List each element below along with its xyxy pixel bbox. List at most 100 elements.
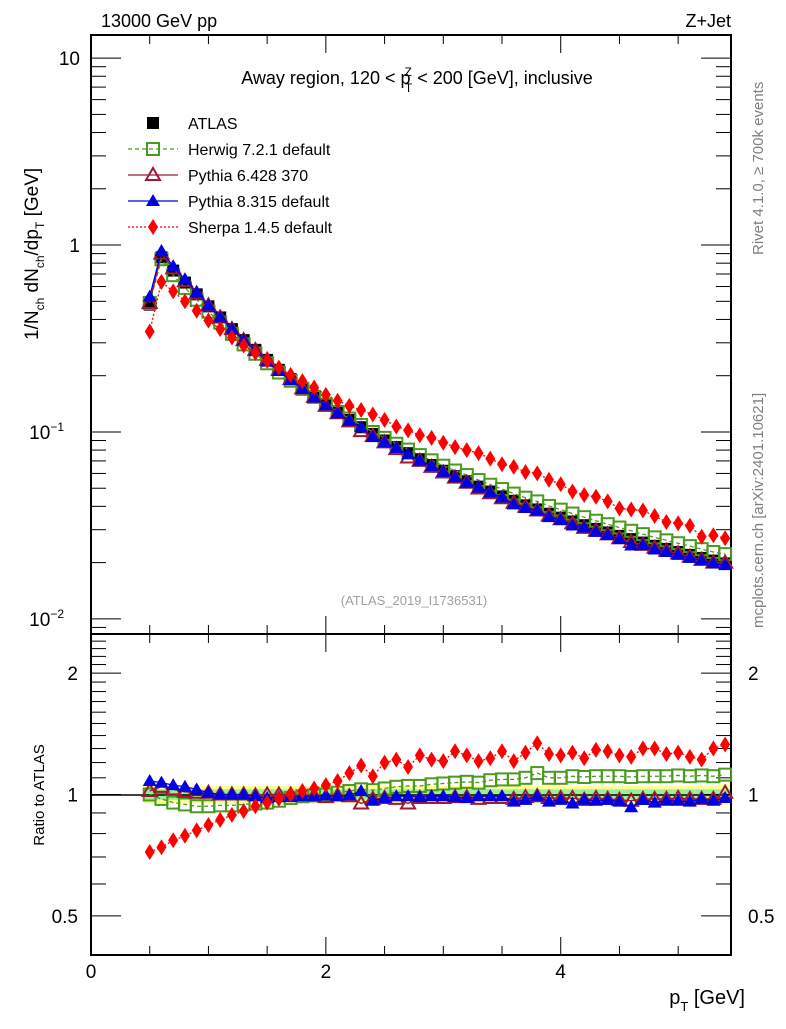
ratio-y-tick-label-right: 1 [748, 786, 759, 807]
ratio-point-pythia-8-315-default [588, 793, 603, 806]
ratio-y-axis-label: Ratio to ATLAS [31, 744, 48, 845]
main-point-sherpa-1-4-5-default [438, 434, 449, 451]
main-point-pythia-8-315-default [177, 272, 192, 285]
ratio-point-pythia-8-315-default [553, 792, 568, 805]
main-point-sherpa-1-4-5-default [144, 323, 155, 340]
main-point-sherpa-1-4-5-default [602, 493, 613, 510]
plot-title-pre: Away region, 120 < p [241, 68, 410, 88]
plot-title-sup: Z [405, 65, 412, 79]
ratio-point-pythia-8-315-default [694, 791, 709, 804]
ratio-point-pythia-8-315-default [600, 792, 615, 805]
main-line-sherpa-1-4-5-default [149, 280, 726, 539]
legend-item-atlas: ATLAS [147, 116, 238, 133]
ratio-point-sherpa-1-4-5-default [626, 748, 637, 765]
main-point-sherpa-1-4-5-default [461, 442, 472, 459]
legend-marker [146, 142, 160, 156]
legend: ATLAS Herwig 7.2.1 default Pythia 6.428 37… [128, 116, 333, 237]
legend-label: Pythia 6.428 370 [188, 168, 308, 185]
main-y-ticks: 10 1 10−1 10−2 [29, 49, 731, 631]
main-point-pythia-8-315-default [166, 259, 181, 272]
main-line-pythia-8-315-default [149, 249, 726, 566]
ratio-point-pythia-8-315-default [448, 790, 463, 803]
header-right-label: Z+Jet [685, 11, 731, 31]
main-point-pythia-8-315-default [706, 556, 721, 569]
ratio-point-pythia-8-315-default [565, 796, 580, 809]
ratio-point-sherpa-1-4-5-default [461, 747, 472, 764]
ratio-point-sherpa-1-4-5-default [320, 777, 331, 794]
main-point-pythia-8-315-default [365, 429, 380, 442]
main-point-pythia-8-315-default [518, 500, 533, 513]
ratio-point-sherpa-1-4-5-default [473, 753, 484, 770]
ratio-point-pythia-8-315-default [365, 793, 380, 806]
ratio-point-pythia-8-315-default [213, 787, 228, 800]
main-point-pythia-8-315-default [201, 298, 216, 311]
legend-label: Herwig 7.2.1 default [188, 142, 331, 159]
ratio-point-sherpa-1-4-5-default [367, 768, 378, 785]
main-point-sherpa-1-4-5-default [590, 488, 601, 505]
ratio-point-sherpa-1-4-5-default [356, 757, 367, 774]
ratio-point-sherpa-1-4-5-default [215, 811, 226, 828]
main-point-sherpa-1-4-5-default [403, 422, 414, 439]
main-point-pythia-8-315-default [718, 558, 733, 571]
ratio-point-pythia-8-315-default [377, 791, 392, 804]
main-series [140, 243, 734, 571]
main-point-pythia-8-315-default [448, 470, 463, 483]
ratio-series [140, 735, 734, 861]
ratio-y-tick-label: 0.5 [52, 907, 78, 928]
plot-title-sub: T [405, 81, 413, 95]
legend-marker [146, 194, 160, 206]
main-point-sherpa-1-4-5-default [285, 366, 296, 383]
ratio-point-sherpa-1-4-5-default [649, 740, 660, 757]
ratio-point-sherpa-1-4-5-default [414, 747, 425, 764]
ratio-point-pythia-8-315-default [166, 778, 181, 791]
ratio-point-sherpa-1-4-5-default [191, 822, 202, 839]
plot-title: Away region, 120 < pZ T < 200 [GeV], incl… [241, 65, 593, 95]
ratio-point-pythia-8-315-default [236, 787, 251, 800]
main-point-pythia-8-315-default [389, 441, 404, 454]
main-point-sherpa-1-4-5-default [543, 471, 554, 488]
ratio-point-sherpa-1-4-5-default [297, 783, 308, 800]
ratio-point-sherpa-1-4-5-default [226, 806, 237, 823]
main-point-pythia-8-315-default [577, 520, 592, 533]
legend-item-pythia-6-428-370: Pythia 6.428 370 [128, 166, 308, 185]
ratio-point-sherpa-1-4-5-default [497, 743, 508, 760]
ratio-y-tick-label: 2 [67, 664, 78, 685]
ratio-point-sherpa-1-4-5-default [332, 773, 343, 790]
legend-label: Pythia 8.315 default [188, 194, 330, 211]
main-point-pythia-8-315-default [553, 513, 568, 526]
ratio-point-pythia-8-315-default [436, 789, 451, 802]
ratio-point-sherpa-1-4-5-default [520, 744, 531, 761]
main-point-sherpa-1-4-5-default [426, 429, 437, 446]
ratio-point-pythia-8-315-default [389, 789, 404, 802]
ratio-point-pythia-8-315-default [224, 787, 239, 800]
ratio-point-sherpa-1-4-5-default [532, 735, 543, 752]
main-point-sherpa-1-4-5-default [262, 352, 273, 369]
main-point-pythia-8-315-default [459, 475, 474, 488]
main-point-pythia-8-315-default [588, 524, 603, 537]
ratio-point-sherpa-1-4-5-default [344, 765, 355, 782]
ratio-point-pythia-8-315-default [412, 790, 427, 803]
main-point-sherpa-1-4-5-default [320, 386, 331, 403]
main-point-atlas [155, 251, 168, 264]
main-point-pythia-8-315-default [624, 538, 639, 551]
ratio-y-tick-label-right: 2 [748, 664, 759, 685]
main-point-sherpa-1-4-5-default [720, 530, 731, 547]
main-point-sherpa-1-4-5-default [661, 513, 672, 530]
ratio-point-sherpa-1-4-5-default [168, 832, 179, 849]
main-point-sherpa-1-4-5-default [250, 344, 261, 361]
ratio-point-sherpa-1-4-5-default [555, 747, 566, 764]
main-point-pythia-8-315-default [635, 538, 650, 551]
ratio-point-pythia-8-315-default [577, 792, 592, 805]
ratio-point-sherpa-1-4-5-default [203, 817, 214, 834]
main-line-pythia-6-428-370 [149, 252, 726, 564]
ratio-point-sherpa-1-4-5-default [673, 744, 684, 761]
main-point-pythia-8-315-default [541, 510, 556, 523]
ratio-y-tick-label: 1 [67, 786, 78, 807]
ratio-point-sherpa-1-4-5-default [391, 751, 402, 768]
main-point-sherpa-1-4-5-default [168, 283, 179, 300]
main-point-sherpa-1-4-5-default [497, 456, 508, 473]
main-point-sherpa-1-4-5-default [332, 392, 343, 409]
ratio-point-pythia-8-315-default [671, 793, 686, 806]
legend-item-sherpa-1-4-5-default: Sherpa 1.4.5 default [128, 219, 333, 237]
ratio-point-sherpa-1-4-5-default [708, 740, 719, 757]
